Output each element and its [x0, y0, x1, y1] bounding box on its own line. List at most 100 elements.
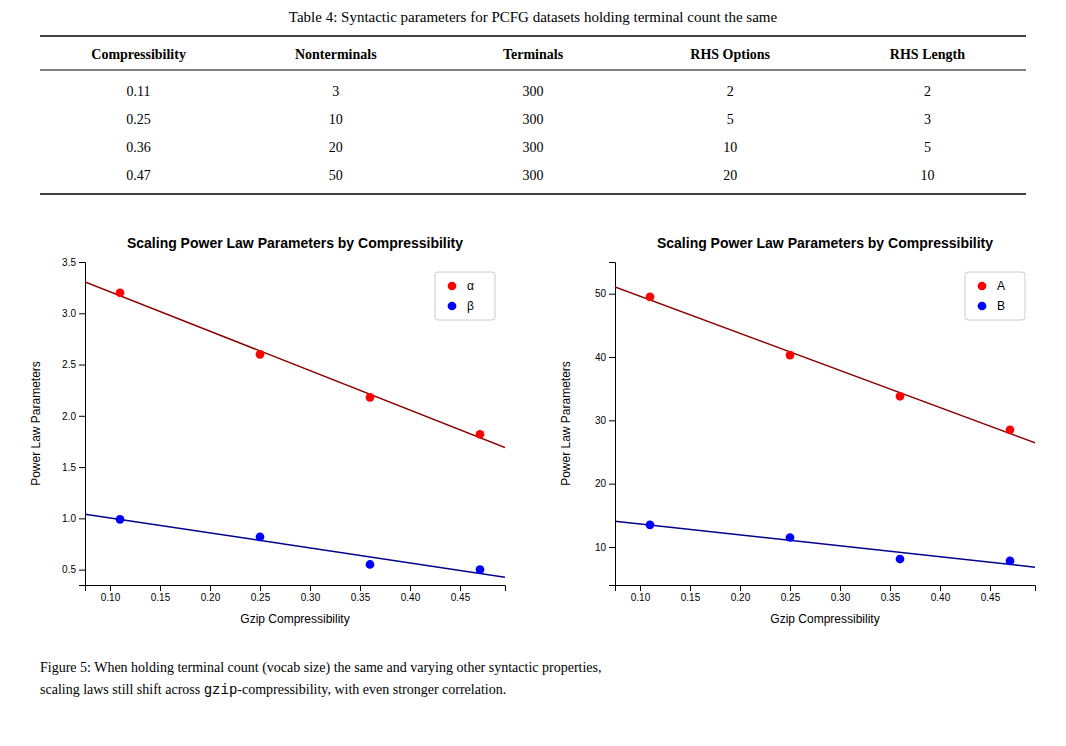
x-tick: 0.25: [251, 585, 271, 603]
x-tick-mark: [840, 585, 841, 591]
y-axis-line: [79, 263, 86, 586]
legend: AB: [965, 272, 1025, 320]
legend-label: A: [997, 279, 1005, 293]
y-tick-label: 0.5: [62, 564, 76, 575]
x-tick-mark: [940, 585, 941, 591]
y-tick-label: 1.0: [62, 513, 76, 524]
caption-text: scaling laws still shift across: [40, 682, 204, 697]
y-tick: 2.5: [62, 359, 85, 370]
table-title: Table 4: Syntactic parameters for PCFG d…: [289, 9, 778, 25]
y-tick-label: 2.5: [62, 359, 76, 370]
x-tick-label: 0.20: [731, 592, 751, 603]
x-tick-mark: [360, 585, 361, 591]
plot-area: [85, 282, 505, 577]
y-axis-title: Power Law Parameters: [559, 361, 573, 486]
x-tick-label: 0.20: [201, 592, 221, 603]
table-cell: 300: [523, 84, 544, 99]
x-tick-mark: [210, 585, 211, 591]
y-tick-mark: [79, 365, 85, 366]
caption-code: gzip: [204, 682, 238, 698]
x-tick: 0.20: [201, 585, 221, 603]
x-axis-title: Gzip Compressibility: [770, 612, 879, 626]
table-rule: [40, 70, 1026, 71]
table-rule: [40, 35, 1026, 37]
chart: 0.100.150.200.250.300.350.400.450.51.01.…: [29, 235, 506, 626]
y-tick-mark: [79, 313, 85, 314]
legend-label: β: [467, 299, 474, 313]
x-tick-label: 0.35: [351, 592, 371, 603]
y-axis-line: [609, 263, 616, 586]
fit-line: [85, 514, 505, 577]
x-tick-mark: [160, 585, 161, 591]
y-tick-mark: [79, 416, 85, 417]
y-tick-mark: [79, 570, 85, 571]
y-axis: 0.51.01.52.02.53.03.5: [62, 257, 85, 586]
table-cell: 2: [924, 84, 931, 99]
chart-title: Scaling Power Law Parameters by Compress…: [657, 235, 993, 251]
x-tick: 0.15: [681, 585, 701, 603]
y-tick-label: 2.0: [62, 411, 76, 422]
y-tick-mark: [79, 262, 85, 263]
table-rule: [40, 193, 1026, 195]
table-cell: 0.25: [126, 112, 151, 127]
fit-line: [615, 521, 1035, 567]
chart: 0.100.150.200.250.300.350.400.4510203040…: [559, 235, 1036, 626]
x-tick-mark: [990, 585, 991, 591]
chart-title: Scaling Power Law Parameters by Compress…: [127, 235, 463, 251]
point: [646, 292, 655, 301]
x-axis-line: [616, 586, 1036, 592]
x-tick-label: 0.10: [101, 592, 121, 603]
point: [256, 532, 265, 541]
x-tick: 0.30: [831, 585, 851, 603]
table: Table 4: Syntactic parameters for PCFG d…: [40, 9, 1026, 194]
y-tick-label: 1.5: [62, 462, 76, 473]
table-cell: 50: [329, 168, 343, 183]
y-tick: 20: [595, 478, 615, 489]
legend: αβ: [435, 272, 495, 320]
x-tick: 0.25: [781, 585, 801, 603]
point: [116, 515, 125, 524]
x-tick-label: 0.40: [401, 592, 421, 603]
x-tick-label: 0.10: [631, 592, 651, 603]
x-tick-mark: [690, 585, 691, 591]
y-tick: 1.0: [62, 513, 85, 524]
table-header: RHS Length: [890, 47, 965, 62]
table-cell: 2: [727, 84, 734, 99]
table-cell: 5: [727, 112, 734, 127]
x-tick-mark: [640, 585, 641, 591]
legend-box: [965, 272, 1025, 320]
point: [366, 560, 375, 569]
x-axis: 0.100.150.200.250.300.350.400.45: [86, 585, 506, 603]
table-cell: 0.11: [127, 84, 151, 99]
y-tick: 0.5: [62, 564, 85, 575]
x-axis-line: [86, 586, 506, 592]
y-tick-label: 3.0: [62, 308, 76, 319]
y-tick: 1.5: [62, 462, 85, 473]
x-tick-label: 0.30: [831, 592, 851, 603]
table-cell: 20: [329, 140, 343, 155]
y-tick-label: 50: [595, 288, 607, 299]
caption-text: -compressibility, with even stronger cor…: [237, 682, 506, 697]
caption-line: Figure 5: When holding terminal count (v…: [40, 660, 602, 676]
point: [896, 555, 905, 564]
x-axis-title: Gzip Compressibility: [240, 612, 349, 626]
x-tick-label: 0.40: [931, 592, 951, 603]
table-cell: 3: [332, 84, 339, 99]
y-tick-mark: [609, 294, 615, 295]
table-cell: 10: [723, 140, 737, 155]
y-tick-mark: [609, 357, 615, 358]
x-tick-mark: [890, 585, 891, 591]
table-cell: 3: [924, 112, 931, 127]
x-tick: 0.40: [401, 585, 421, 603]
table-cell: 300: [523, 140, 544, 155]
x-tick-label: 0.35: [881, 592, 901, 603]
y-tick-mark: [79, 467, 85, 468]
x-tick: 0.35: [881, 585, 901, 603]
x-tick-mark: [260, 585, 261, 591]
plot-area: [615, 287, 1035, 567]
point: [256, 350, 265, 359]
x-tick: 0.10: [631, 585, 651, 603]
table-header: RHS Options: [690, 47, 770, 62]
point: [366, 393, 375, 402]
legend-box: [435, 272, 495, 320]
